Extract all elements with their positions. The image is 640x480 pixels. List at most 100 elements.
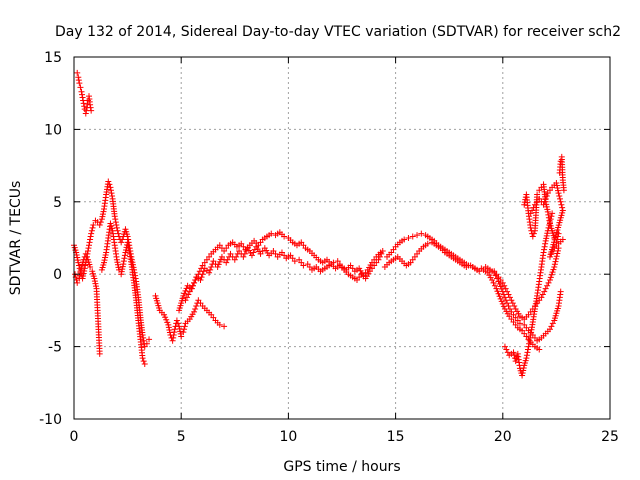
data-point [88,227,95,234]
data-point [504,300,511,307]
data-point [463,263,470,270]
data-point [538,294,545,301]
data-point [291,258,298,265]
data-point [545,214,552,221]
data-point [180,292,187,299]
data-point [74,254,81,261]
data-point [544,208,551,215]
data-point [96,221,103,228]
data-point [529,233,536,240]
data-point [542,240,549,247]
data-point [525,343,532,350]
y-tick-label: 0 [53,267,62,283]
data-point [109,193,116,200]
data-point [231,256,238,263]
data-point [501,282,508,289]
data-point [503,346,510,353]
data-point [529,207,536,214]
data-point [241,250,248,257]
data-point [510,349,517,356]
data-point [101,257,108,264]
data-point [505,291,512,298]
data-point [527,210,534,217]
data-point [208,263,215,270]
data-point [550,266,557,273]
data-point [141,360,148,367]
data-point [497,295,504,302]
data-point [494,275,501,282]
data-point [553,179,560,186]
data-point [85,245,92,252]
data-point [119,263,126,270]
data-point [182,297,189,304]
data-point [87,101,94,108]
data-point [401,236,408,243]
data-point [114,259,121,266]
data-point [139,355,146,362]
data-point [543,232,550,239]
data-point [409,233,416,240]
data-point [92,283,99,290]
data-point [499,300,506,307]
data-point [405,235,412,241]
data-point [551,261,558,268]
data-point [111,213,118,220]
data-point [553,253,560,260]
data-point [74,257,81,264]
data-point [183,294,190,301]
data-point [91,275,98,282]
data-point [546,217,553,224]
data-point [223,259,230,266]
data-point [118,268,125,275]
data-point [489,276,496,283]
data-point [490,279,497,286]
data-point [544,206,551,213]
data-point [527,334,534,341]
data-point [547,274,554,281]
data-point [166,326,173,333]
data-point [506,305,513,312]
data-point [178,333,185,340]
data-point [113,256,120,263]
data-point [162,314,169,321]
data-point [76,262,83,269]
data-point [250,249,257,256]
data-point [146,336,153,343]
data-point [545,211,552,218]
grid-lines [74,57,610,419]
data-point [81,267,88,274]
data-point [114,227,121,234]
data-point [524,349,531,356]
data-point [180,329,187,336]
data-point [74,69,81,76]
data-point [81,265,88,272]
data-point [559,204,566,211]
data-point [207,266,214,273]
data-point [548,323,555,330]
data-point [300,262,307,269]
data-point [551,263,558,270]
data-point [126,248,133,255]
data-point [140,337,147,344]
data-point [198,265,205,272]
data-point [122,249,129,256]
data-point [73,252,80,259]
data-point [216,321,223,328]
data-point [549,210,556,217]
data-point [97,219,104,226]
data-point [541,198,548,205]
data-point [539,291,546,298]
chart-title: Day 132 of 2014, Sidereal Day-to-day VTE… [55,24,621,40]
data-point [115,264,122,271]
data-point [161,311,168,318]
data-point [86,239,93,246]
data-point [543,193,550,200]
data-point [541,246,548,253]
x-tick-label: 20 [494,429,512,445]
data-point [560,187,567,194]
data-point [375,256,382,263]
data-point [557,198,564,205]
data-point [520,364,527,371]
data-point [495,290,502,297]
data-point [101,259,108,266]
